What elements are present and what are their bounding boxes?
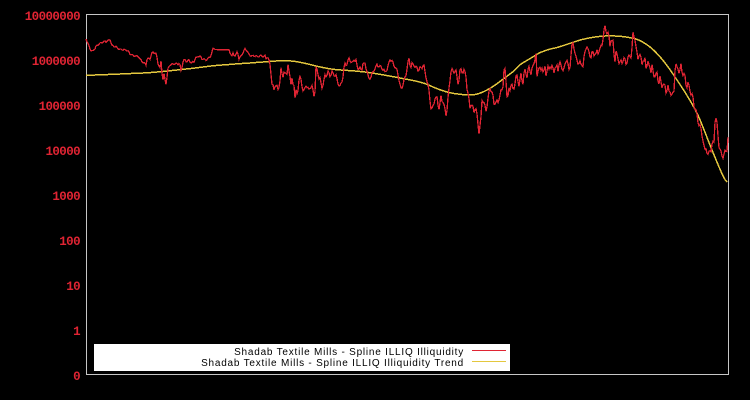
svg-text:100: 100 xyxy=(59,235,80,249)
svg-text:Shadab Textile Mills - Spline: Shadab Textile Mills - Spline ILLIQ Illi… xyxy=(201,358,464,369)
svg-text:10: 10 xyxy=(66,280,80,294)
svg-text:1000000: 1000000 xyxy=(32,55,80,69)
svg-text:100000: 100000 xyxy=(39,100,81,114)
svg-text:1000: 1000 xyxy=(52,190,80,204)
svg-text:10000000: 10000000 xyxy=(25,10,80,24)
svg-text:1: 1 xyxy=(73,325,80,339)
svg-text:0: 0 xyxy=(73,370,80,384)
svg-text:10000: 10000 xyxy=(45,145,80,159)
svg-text:Shadab Textile Mills - Spline: Shadab Textile Mills - Spline ILLIQ Illi… xyxy=(234,347,464,358)
